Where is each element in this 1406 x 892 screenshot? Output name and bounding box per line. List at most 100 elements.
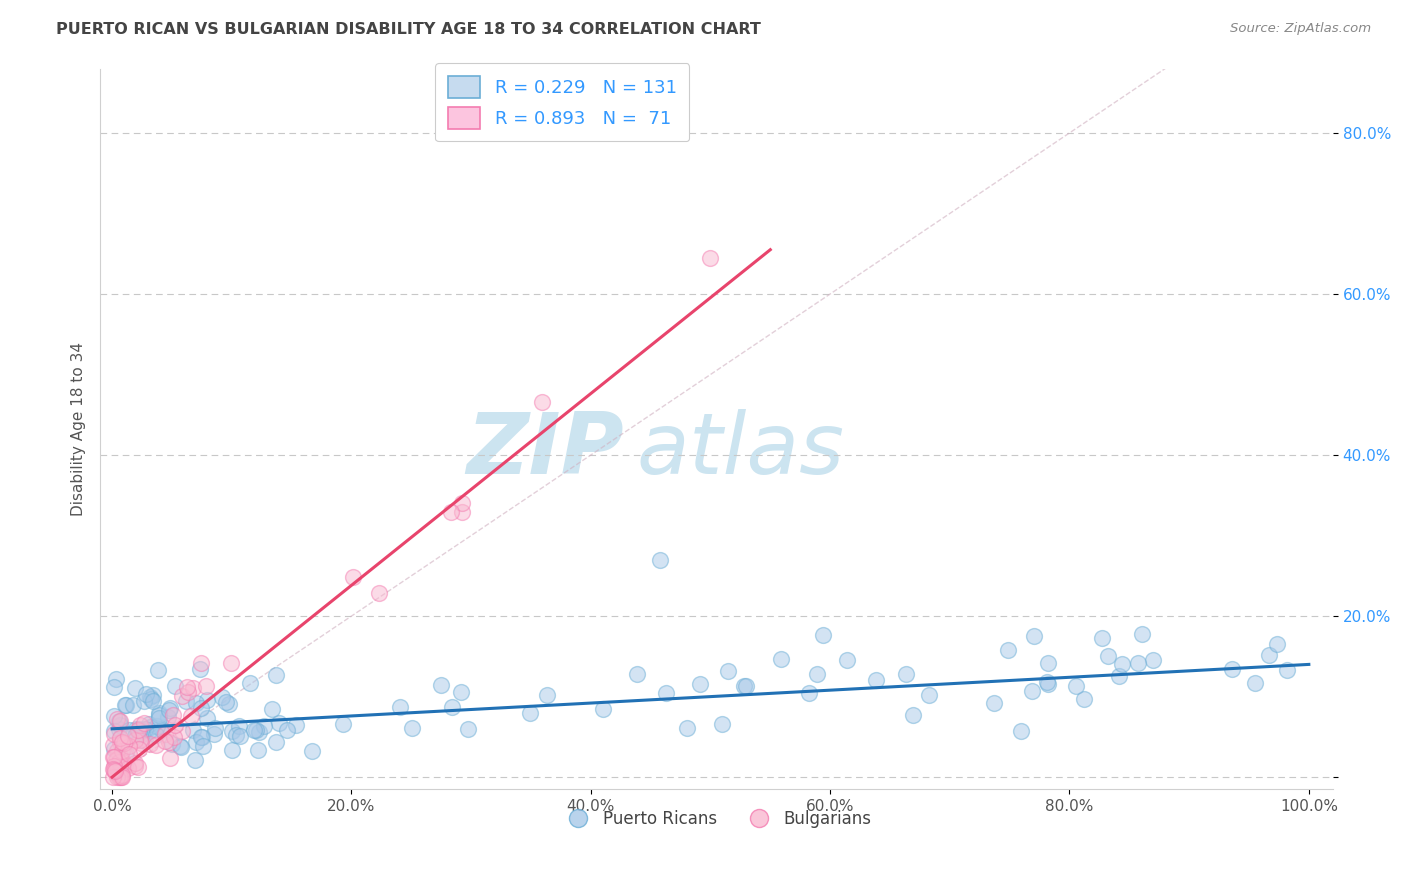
- Point: [177, 684, 200, 698]
- Point: [174, 694, 197, 708]
- Point: [536, 688, 558, 702]
- Point: [110, 749, 132, 764]
- Point: [103, 708, 125, 723]
- Point: [837, 653, 859, 667]
- Point: [114, 698, 136, 713]
- Point: [1073, 692, 1095, 706]
- Point: [440, 505, 463, 519]
- Point: [655, 686, 678, 700]
- Point: [806, 666, 828, 681]
- Point: [124, 756, 146, 771]
- Point: [457, 722, 479, 736]
- Point: [148, 707, 170, 722]
- Point: [266, 735, 288, 749]
- Point: [191, 730, 214, 744]
- Point: [134, 722, 156, 736]
- Point: [153, 727, 176, 741]
- Point: [135, 687, 157, 701]
- Point: [118, 739, 141, 753]
- Point: [127, 760, 149, 774]
- Point: [124, 732, 146, 747]
- Point: [105, 760, 128, 774]
- Point: [221, 743, 243, 757]
- Point: [1108, 669, 1130, 683]
- Point: [128, 724, 150, 739]
- Point: [105, 672, 128, 686]
- Point: [148, 706, 170, 720]
- Point: [1021, 684, 1043, 698]
- Point: [110, 761, 132, 775]
- Point: [190, 657, 212, 671]
- Point: [110, 718, 132, 732]
- Point: [108, 734, 131, 748]
- Point: [284, 717, 307, 731]
- Point: [142, 688, 165, 702]
- Point: [172, 689, 194, 703]
- Point: [108, 723, 131, 737]
- Point: [1010, 723, 1032, 738]
- Point: [150, 723, 173, 738]
- Point: [111, 756, 134, 770]
- Point: [111, 768, 134, 782]
- Point: [1091, 631, 1114, 645]
- Point: [430, 678, 453, 692]
- Point: [1111, 657, 1133, 672]
- Point: [142, 694, 165, 708]
- Point: [191, 739, 214, 753]
- Point: [225, 728, 247, 742]
- Point: [139, 737, 162, 751]
- Point: [229, 729, 252, 743]
- Point: [368, 586, 391, 600]
- Point: [221, 724, 243, 739]
- Point: [811, 628, 834, 642]
- Point: [211, 690, 233, 705]
- Point: [239, 675, 262, 690]
- Point: [134, 734, 156, 748]
- Point: [122, 698, 145, 712]
- Point: [264, 667, 287, 681]
- Point: [110, 770, 132, 784]
- Point: [132, 694, 155, 708]
- Point: [190, 701, 212, 715]
- Point: [125, 722, 148, 736]
- Point: [799, 686, 821, 700]
- Point: [105, 712, 128, 726]
- Point: [114, 736, 136, 750]
- Text: atlas: atlas: [637, 409, 845, 492]
- Point: [301, 744, 323, 758]
- Point: [918, 688, 941, 702]
- Point: [124, 681, 146, 695]
- Point: [108, 714, 131, 729]
- Point: [260, 702, 283, 716]
- Point: [138, 717, 160, 731]
- Point: [145, 738, 167, 752]
- Point: [733, 679, 755, 693]
- Point: [1220, 662, 1243, 676]
- Point: [342, 570, 364, 584]
- Text: PUERTO RICAN VS BULGARIAN DISABILITY AGE 18 TO 34 CORRELATION CHART: PUERTO RICAN VS BULGARIAN DISABILITY AGE…: [56, 22, 761, 37]
- Point: [145, 728, 167, 742]
- Point: [128, 733, 150, 747]
- Point: [197, 711, 219, 725]
- Point: [169, 739, 191, 753]
- Point: [215, 695, 238, 709]
- Y-axis label: Disability Age 18 to 34: Disability Age 18 to 34: [72, 342, 86, 516]
- Point: [128, 742, 150, 756]
- Point: [165, 718, 187, 732]
- Point: [276, 723, 298, 738]
- Point: [716, 664, 738, 678]
- Point: [172, 724, 194, 739]
- Point: [519, 706, 541, 720]
- Point: [451, 505, 474, 519]
- Point: [865, 673, 887, 688]
- Point: [103, 739, 125, 753]
- Point: [401, 721, 423, 735]
- Point: [103, 742, 125, 756]
- Point: [770, 652, 793, 666]
- Point: [104, 766, 127, 780]
- Point: [1097, 648, 1119, 663]
- Point: [183, 681, 205, 695]
- Point: [389, 700, 412, 714]
- Point: [267, 716, 290, 731]
- Point: [139, 723, 162, 737]
